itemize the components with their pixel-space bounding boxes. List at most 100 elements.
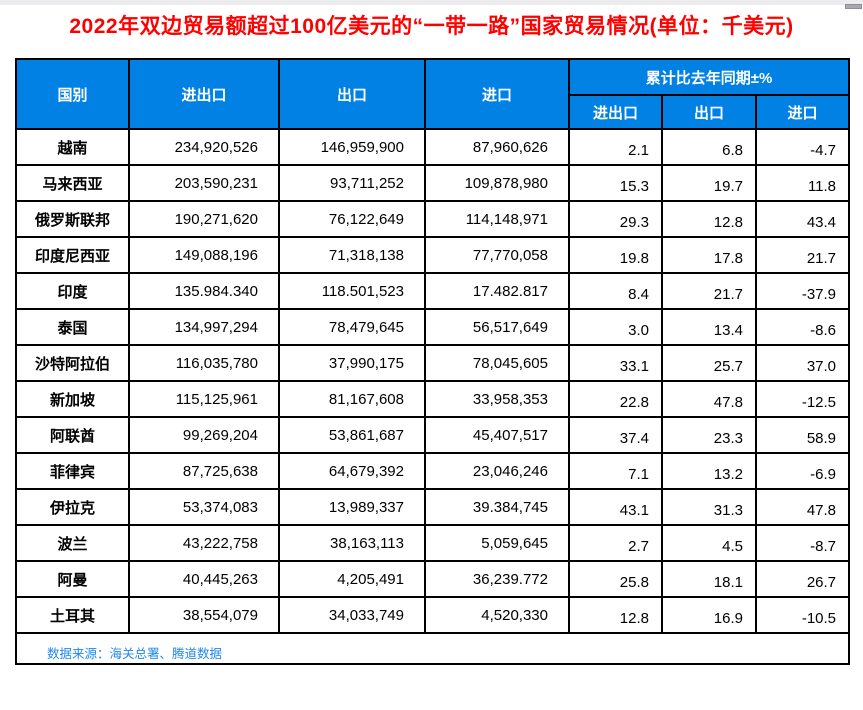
yoy-import-cell: -10.5: [754, 596, 851, 634]
yoy-total-cell: 12.8: [568, 596, 663, 634]
yoy-total-cell: 7.1: [568, 452, 663, 490]
yoy-total-cell: 3.0: [568, 308, 663, 346]
yoy-export-cell: 19.7: [661, 164, 757, 202]
export-cell: 34,033,749: [278, 596, 426, 634]
total-cell: 203,590,231: [128, 164, 280, 202]
yoy-total-cell: 15.3: [568, 164, 663, 202]
table-row: 泰国 134,997,294 78,479,645 56,517,649 3.0 13.4…: [15, 308, 851, 346]
yoy-total-cell: 43.1: [568, 488, 663, 526]
table-row: 土耳其 38,554,079 34,033,749 4,520,330 12.8 16.9…: [15, 596, 851, 634]
yoy-total-cell: 19.8: [568, 236, 663, 274]
yoy-import-cell: 11.8: [754, 164, 851, 202]
country-cell: 阿联酋: [15, 416, 130, 454]
country-cell: 印度尼西亚: [15, 236, 130, 274]
yoy-import-cell: 21.7: [754, 236, 851, 274]
total-cell: 40,445,263: [128, 560, 280, 598]
yoy-export-cell: 18.1: [661, 560, 757, 598]
export-cell: 78,479,645: [278, 308, 426, 346]
yoy-total-cell: 8.4: [568, 272, 663, 310]
table-row: 新加坡 115,125,961 81,167,608 33,958,353 22.8 47…: [15, 380, 851, 418]
header-import: 进口: [424, 58, 570, 130]
yoy-export-cell: 25.7: [661, 344, 757, 382]
total-cell: 135.984.340: [128, 272, 280, 310]
export-cell: 93,711,252: [278, 164, 426, 202]
scrollbar-fragment[interactable]: [845, 4, 862, 9]
total-cell: 115,125,961: [128, 380, 280, 418]
export-cell: 118.501,523: [278, 272, 426, 310]
export-cell: 81,167,608: [278, 380, 426, 418]
export-cell: 38,163,113: [278, 524, 426, 562]
table-body: 越南 234,920,526 146,959,900 87,960,626 2.1 6.8…: [15, 128, 851, 634]
yoy-import-cell: -12.5: [754, 380, 851, 418]
header-yoy-import: 进口: [754, 94, 851, 130]
import-cell: 78,045,605: [424, 344, 570, 382]
country-cell: 泰国: [15, 308, 130, 346]
total-cell: 43,222,758: [128, 524, 280, 562]
total-cell: 38,554,079: [128, 596, 280, 634]
yoy-export-cell: 13.2: [661, 452, 757, 490]
table-row: 印度尼西亚 149,088,196 71,318,138 77,770,058 19.8…: [15, 236, 851, 274]
country-cell: 阿曼: [15, 560, 130, 598]
import-cell: 109,878,980: [424, 164, 570, 202]
yoy-import-cell: 43.4: [754, 200, 851, 238]
page-title: 2022年双边贸易额超过100亿美元的“一带一路”国家贸易情况(单位：千美元): [69, 15, 794, 38]
export-cell: 53,861,687: [278, 416, 426, 454]
header-total: 进出口: [128, 58, 280, 130]
yoy-import-cell: 58.9: [754, 416, 851, 454]
country-cell: 沙特阿拉伯: [15, 344, 130, 382]
total-cell: 149,088,196: [128, 236, 280, 274]
yoy-import-cell: -8.7: [754, 524, 851, 562]
country-cell: 印度: [15, 272, 130, 310]
yoy-export-cell: 17.8: [661, 236, 757, 274]
import-cell: 36,239.772: [424, 560, 570, 598]
country-cell: 越南: [15, 128, 130, 166]
country-cell: 新加坡: [15, 380, 130, 418]
export-cell: 71,318,138: [278, 236, 426, 274]
import-cell: 45,407,517: [424, 416, 570, 454]
export-cell: 146,959,900: [278, 128, 426, 166]
yoy-total-cell: 22.8: [568, 380, 663, 418]
yoy-export-cell: 12.8: [661, 200, 757, 238]
total-cell: 53,374,083: [128, 488, 280, 526]
yoy-export-cell: 16.9: [661, 596, 757, 634]
window-chrome-strip: [0, 0, 863, 5]
import-cell: 39.384,745: [424, 488, 570, 526]
total-cell: 87,725,638: [128, 452, 280, 490]
total-cell: 234,920,526: [128, 128, 280, 166]
yoy-total-cell: 2.7: [568, 524, 663, 562]
total-cell: 134,997,294: [128, 308, 280, 346]
yoy-export-cell: 31.3: [661, 488, 757, 526]
country-cell: 伊拉克: [15, 488, 130, 526]
table-row: 印度 135.984.340 118.501,523 17.482.817 8.4 21.…: [15, 272, 851, 310]
import-cell: 5,059,645: [424, 524, 570, 562]
yoy-import-cell: -37.9: [754, 272, 851, 310]
header-export: 出口: [278, 58, 426, 130]
export-cell: 64,679,392: [278, 452, 426, 490]
import-cell: 114,148,971: [424, 200, 570, 238]
country-cell: 波兰: [15, 524, 130, 562]
yoy-export-cell: 13.4: [661, 308, 757, 346]
table-row: 越南 234,920,526 146,959,900 87,960,626 2.1 6.8…: [15, 128, 851, 166]
header-country: 国别: [15, 58, 130, 130]
header-yoy-group: 累计比去年同期±%: [567, 58, 851, 96]
header-yoy-export: 出口: [661, 94, 757, 130]
yoy-import-cell: -8.6: [754, 308, 851, 346]
table-row: 菲律宾 87,725,638 64,679,392 23,046,246 7.1 13.2…: [15, 452, 851, 490]
yoy-export-cell: 23.3: [661, 416, 757, 454]
table-row: 马来西亚 203,590,231 93,711,252 109,878,980 15.3…: [15, 164, 851, 202]
country-cell: 马来西亚: [15, 164, 130, 202]
yoy-total-cell: 33.1: [568, 344, 663, 382]
export-cell: 76,122,649: [278, 200, 426, 238]
table-header: 国别 进出口 出口 进口 累计比去年同期±% 进出口 出口 进口: [15, 58, 851, 130]
yoy-export-cell: 6.8: [661, 128, 757, 166]
table-row: 波兰 43,222,758 38,163,113 5,059,645 2.7 4.5 -8.…: [15, 524, 851, 562]
country-cell: 菲律宾: [15, 452, 130, 490]
yoy-export-cell: 21.7: [661, 272, 757, 310]
import-cell: 77,770,058: [424, 236, 570, 274]
export-cell: 4,205,491: [278, 560, 426, 598]
import-cell: 56,517,649: [424, 308, 570, 346]
import-cell: 87,960,626: [424, 128, 570, 166]
yoy-export-cell: 47.8: [661, 380, 757, 418]
trade-table: 国别 进出口 出口 进口 累计比去年同期±% 进出口 出口 进口 越南 234,9…: [14, 58, 851, 665]
